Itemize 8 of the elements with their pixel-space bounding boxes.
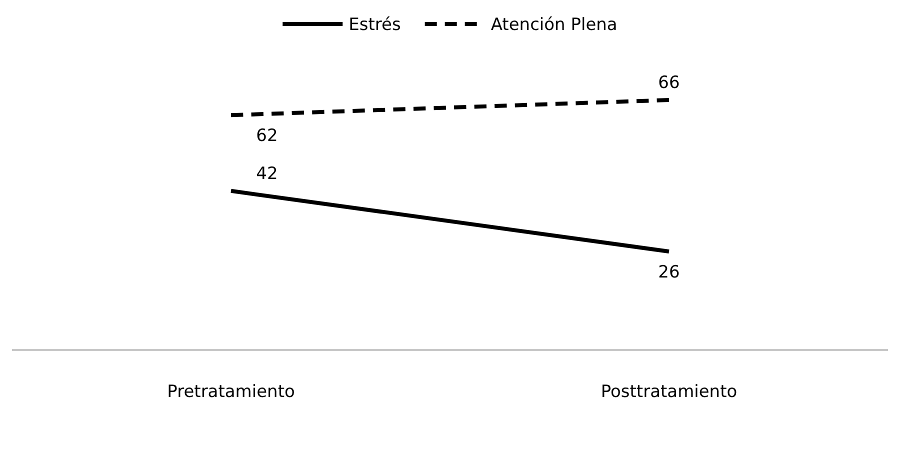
data-label: 66 xyxy=(658,73,680,93)
x-tick-label: Pretratamiento xyxy=(167,382,295,402)
legend-label: Estrés xyxy=(348,15,401,35)
data-label: 26 xyxy=(658,262,680,283)
legend-label: Atención Plena xyxy=(490,15,618,35)
x-tick-label: Posttratamiento xyxy=(600,382,738,402)
data-label: 42 xyxy=(256,164,278,184)
data-label: 62 xyxy=(256,126,278,146)
